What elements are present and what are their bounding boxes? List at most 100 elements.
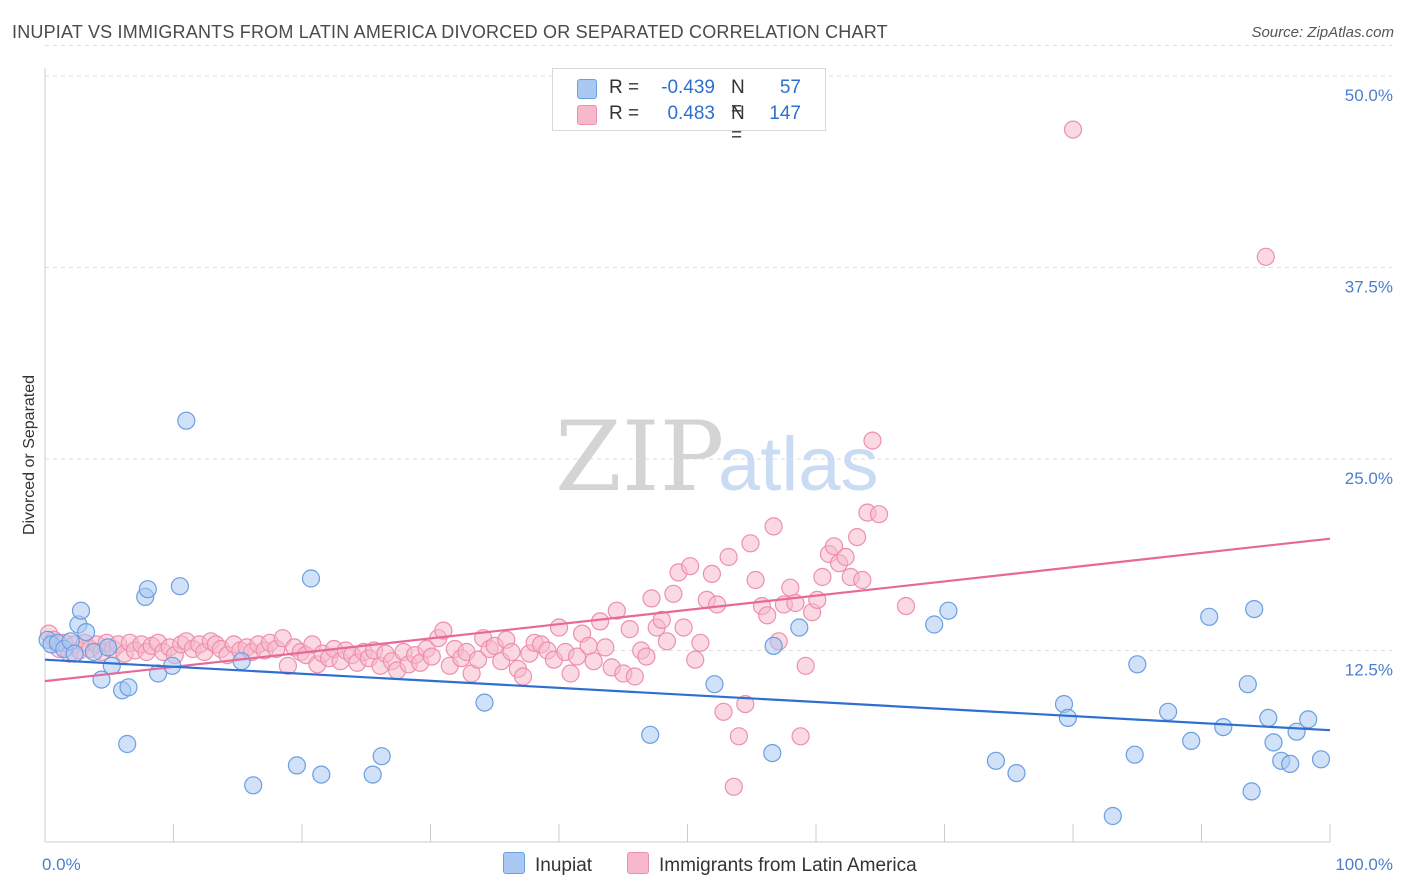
- inupiat-point: [232, 652, 251, 671]
- latin-america-point: [1256, 247, 1275, 266]
- inupiat-point: [1158, 702, 1178, 721]
- series-legend: Inupiat Immigrants from Latin America: [0, 852, 1406, 878]
- inupiat-point: [1128, 655, 1147, 674]
- x-tick-label-max: 100.0%: [1335, 855, 1393, 874]
- latin-america-point: [729, 727, 749, 746]
- latin-america-point: [561, 664, 580, 683]
- latin-america-point: [513, 667, 533, 686]
- inupiat-point: [76, 622, 96, 642]
- inupiat-point: [925, 615, 944, 634]
- latin-america-point: [791, 727, 810, 746]
- inupiat-point: [244, 776, 263, 795]
- latin-america-point: [625, 667, 644, 686]
- legend-n-value: 147: [769, 103, 801, 124]
- inupiat-trend-line: [44, 658, 1331, 732]
- inupiat-point: [363, 765, 382, 784]
- latin-america-point: [664, 584, 683, 603]
- inupiat-point: [1200, 607, 1219, 626]
- legend-n-label: N =: [731, 77, 745, 120]
- trend-lines: [44, 537, 1331, 732]
- latin-america-point: [434, 621, 453, 640]
- inupiat-point: [301, 569, 321, 588]
- latin-america-point: [702, 564, 722, 584]
- inupiat-point: [372, 747, 391, 766]
- legend-swatch-latin: [577, 105, 597, 125]
- latin-america-point: [620, 619, 639, 639]
- legend-r-label: R =: [609, 103, 640, 124]
- latin-america-point: [596, 638, 615, 657]
- latin-america-point: [468, 650, 488, 669]
- inupiat-point: [65, 644, 84, 663]
- latin-america-point: [579, 636, 598, 656]
- latin-america-point: [637, 647, 656, 666]
- legend-r-value: 0.483: [667, 103, 715, 124]
- inupiat-point: [177, 411, 196, 430]
- latin-america-point: [549, 618, 569, 637]
- latin-america-point: [863, 431, 882, 450]
- latin-america-trend-line: [44, 537, 1331, 683]
- latin-america-point: [896, 596, 916, 616]
- latin-america-point: [869, 505, 889, 524]
- inupiat-point: [119, 678, 138, 697]
- inupiat-point: [790, 618, 809, 637]
- inupiat-point: [1125, 745, 1144, 764]
- y-tick-label: 12.5%: [1345, 661, 1393, 680]
- latin-america-point: [719, 547, 738, 567]
- inupiat-point: [1311, 750, 1331, 769]
- latin-america-point: [758, 606, 777, 625]
- y-tick-label: 25.0%: [1345, 469, 1393, 488]
- latin-america-point: [686, 650, 705, 669]
- inupiat-point: [1259, 708, 1278, 728]
- correlation-legend: R = -0.439 N = 57 R = 0.483 N = 147: [552, 68, 826, 146]
- y-tick-label: 37.5%: [1345, 278, 1393, 297]
- latin-america-point: [674, 618, 693, 637]
- inupiat-point: [71, 601, 91, 620]
- inupiat-point: [939, 601, 958, 620]
- series-label-latin: Immigrants from Latin America: [659, 855, 917, 876]
- series-legend-inupiat: Inupiat: [503, 852, 592, 877]
- latin-america-point: [278, 656, 297, 675]
- series-swatch-inupiat: [503, 852, 525, 874]
- latin-america-point: [714, 702, 733, 721]
- latin-america-point: [422, 647, 441, 666]
- latin-america-point: [813, 567, 832, 587]
- inupiat-point: [118, 734, 137, 754]
- watermark-atlas: atlas: [718, 422, 879, 507]
- inupiat-point: [1103, 806, 1122, 826]
- legend-r-label: R =: [609, 77, 640, 98]
- latin-america-point: [652, 610, 671, 630]
- inupiat-point: [705, 675, 724, 694]
- chart-title: INUPIAT VS IMMIGRANTS FROM LATIN AMERICA…: [12, 22, 888, 42]
- inupiat-point: [170, 577, 189, 596]
- series-legend-latin: Immigrants from Latin America: [627, 852, 917, 877]
- inupiat-point: [763, 743, 782, 763]
- grid-lines: [45, 44, 1392, 651]
- latin-america-point: [796, 656, 815, 675]
- inupiat-point: [1245, 599, 1264, 619]
- latin-america-point: [502, 642, 521, 662]
- inupiat-point: [1264, 733, 1283, 752]
- latin-america-point: [746, 570, 765, 590]
- latin-america-point: [691, 633, 710, 652]
- inupiat-point: [475, 693, 494, 712]
- latin-america-point: [707, 595, 727, 614]
- inupiat-point: [764, 636, 783, 656]
- inupiat-point: [98, 638, 118, 657]
- inupiat-point: [312, 765, 331, 784]
- latin-america-point: [1063, 120, 1083, 139]
- inupiat-point: [1238, 675, 1257, 694]
- latin-america-point: [764, 517, 783, 536]
- data-points: [38, 120, 1331, 826]
- latin-america-point: [847, 527, 867, 547]
- inupiat-point: [1007, 763, 1026, 783]
- latin-america-point: [741, 534, 760, 553]
- inupiat-point: [1281, 754, 1300, 774]
- legend-swatch-inupiat: [577, 79, 597, 99]
- latin-america-point: [607, 601, 626, 620]
- latin-america-point: [736, 694, 755, 714]
- latin-america-point: [642, 589, 661, 608]
- inupiat-point: [102, 656, 121, 675]
- inupiat-point: [1058, 708, 1078, 728]
- latin-america-point: [590, 612, 610, 631]
